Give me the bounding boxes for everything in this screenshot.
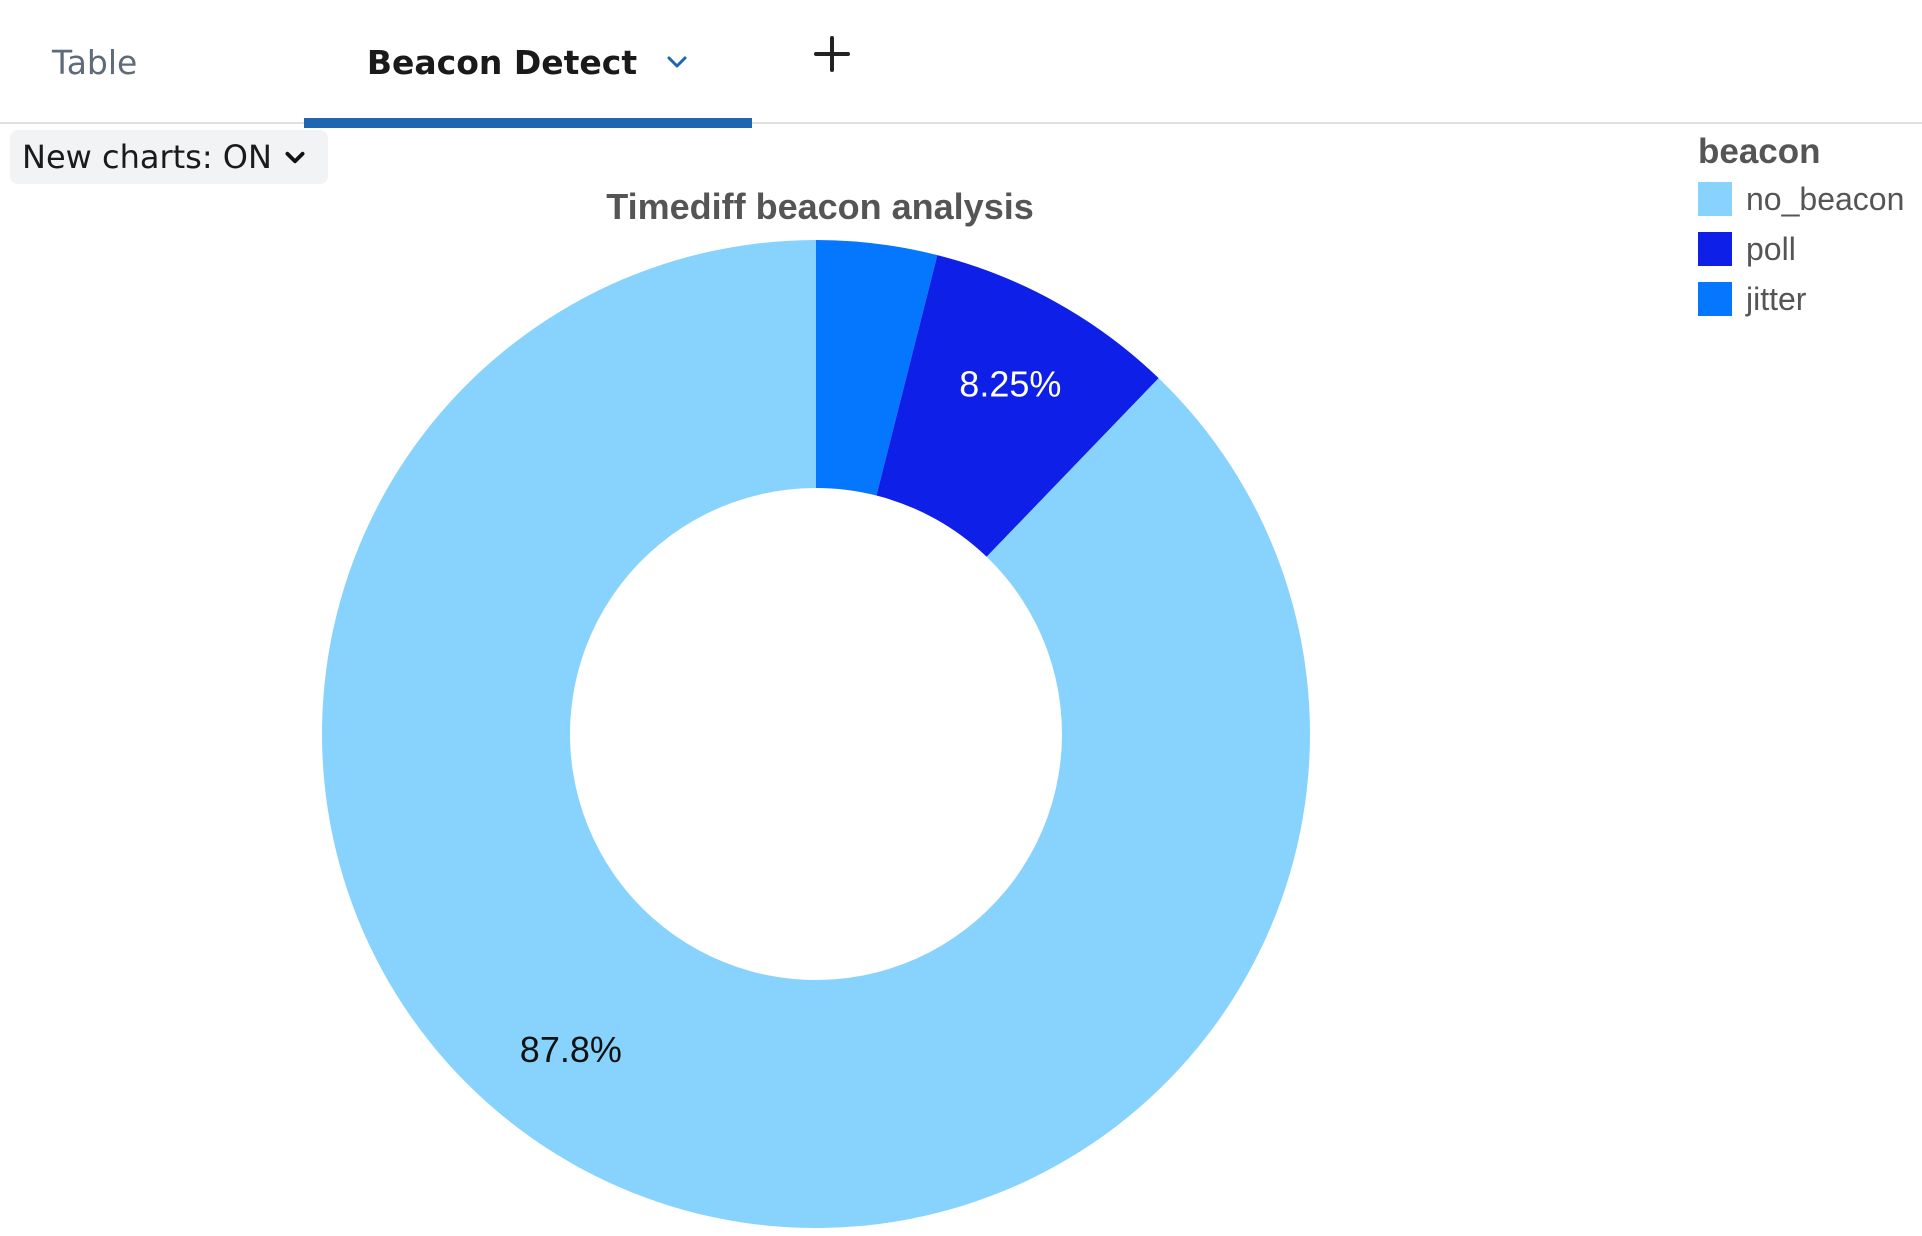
legend-label: jitter: [1746, 280, 1807, 317]
slice-no-beacon[interactable]: [321, 240, 1311, 1228]
plus-icon[interactable]: [808, 30, 856, 78]
legend-item-poll[interactable]: poll: [1698, 224, 1922, 274]
legend-swatch: [1698, 282, 1732, 316]
legend-title: beacon: [1698, 132, 1821, 171]
legend-label: poll: [1746, 230, 1796, 267]
slice-poll[interactable]: [876, 255, 1159, 557]
legend-item-no-beacon[interactable]: no_beacon: [1698, 174, 1922, 224]
slice-jitter[interactable]: [816, 240, 938, 496]
tab-beacon-detect[interactable]: Beacon Detect: [304, 0, 752, 128]
slice-label-no-beacon: 87.8%: [520, 1029, 622, 1070]
slice-label-poll: 8.25%: [959, 363, 1061, 404]
tab-bar: Table Beacon Detect: [0, 0, 1922, 128]
tab-table-label: Table: [52, 42, 138, 82]
legend-item-jitter[interactable]: jitter: [1698, 274, 1922, 324]
tab-beacon-detect-label: Beacon Detect: [366, 42, 638, 82]
chart-title: Timediff beacon analysis: [606, 186, 1034, 227]
new-charts-toggle[interactable]: New charts: ON: [10, 130, 328, 184]
active-tab-indicator: [304, 118, 752, 128]
new-charts-label: New charts: ON: [22, 138, 272, 176]
legend-label: no_beacon: [1746, 180, 1905, 217]
legend-swatch: [1698, 232, 1732, 266]
chevron-down-icon: [285, 151, 305, 164]
chevron-down-icon[interactable]: [665, 50, 689, 74]
tab-table[interactable]: Table: [52, 0, 137, 124]
legend-swatch: [1698, 182, 1732, 216]
